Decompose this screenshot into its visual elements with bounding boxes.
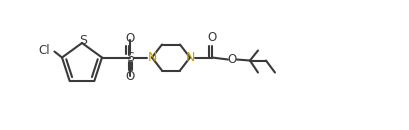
Text: S: S <box>79 34 87 47</box>
Text: Cl: Cl <box>38 44 50 57</box>
Text: N: N <box>185 51 194 64</box>
Text: O: O <box>207 31 216 44</box>
Text: O: O <box>125 32 134 45</box>
Text: N: N <box>147 51 156 64</box>
Text: S: S <box>126 51 134 64</box>
Text: O: O <box>125 70 134 83</box>
Text: O: O <box>227 53 236 66</box>
